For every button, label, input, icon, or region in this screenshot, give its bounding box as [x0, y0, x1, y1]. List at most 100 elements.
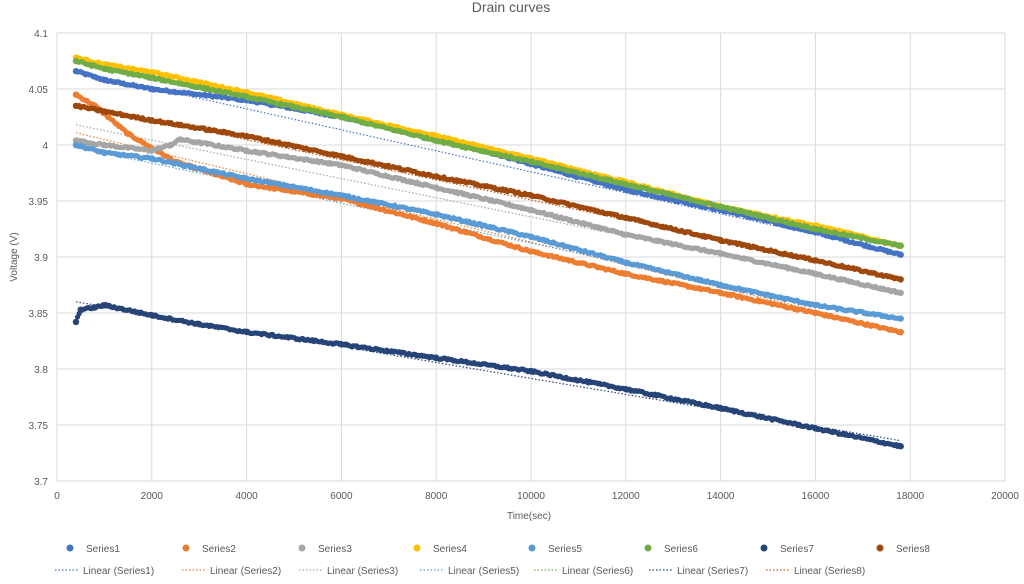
legend-item-series6: Series6	[644, 544, 698, 555]
data-point	[717, 289, 724, 297]
data-point	[338, 192, 345, 199]
legend-item-trendline: Linear (Series7)	[649, 566, 748, 577]
legend-marker	[528, 544, 536, 552]
data-point	[433, 184, 440, 191]
data-point	[72, 318, 80, 326]
legend-label: Series5	[548, 544, 582, 555]
data-point	[167, 141, 174, 149]
data-point	[101, 76, 108, 84]
data-point	[101, 108, 108, 115]
data-point	[243, 147, 250, 154]
data-point	[717, 405, 724, 412]
data-point	[897, 328, 904, 336]
data-point	[717, 281, 724, 289]
data-point	[622, 186, 629, 193]
trendline	[75, 132, 901, 332]
data-point	[897, 276, 904, 283]
legend-label: Linear (Series2)	[210, 566, 281, 577]
legend-item-series7: Series7	[760, 544, 814, 555]
data-point	[897, 443, 904, 450]
data-point	[433, 211, 440, 218]
data-point	[338, 341, 345, 348]
data-point	[124, 130, 132, 137]
x-tick-label: 18000	[896, 491, 924, 502]
data-point	[72, 57, 80, 65]
data-point	[72, 91, 80, 98]
legend-label: Series4	[433, 544, 467, 555]
legend-item-trendline: Linear (Series3)	[299, 566, 398, 577]
legend-item-trendline: Linear (Series5)	[420, 566, 519, 577]
y-tick-label: 4.1	[34, 29, 48, 40]
data-point	[72, 102, 80, 110]
y-tick-label: 3.95	[29, 197, 49, 208]
data-point	[812, 270, 819, 277]
x-tick-label: 14000	[707, 491, 735, 502]
y-tick-label: 3.85	[29, 309, 49, 320]
data-point	[148, 147, 155, 154]
data-point	[196, 321, 203, 328]
y-tick-label: 4.05	[29, 85, 49, 96]
x-tick-labels: 0 2000 4000 6000 8000 10000 12000 14000 16000 180…	[54, 491, 1019, 502]
legend-label: Series7	[780, 544, 814, 555]
data-point	[77, 306, 84, 313]
data-point	[101, 141, 108, 149]
legend-marker	[760, 544, 768, 552]
data-point	[243, 175, 250, 182]
data-point	[433, 137, 440, 144]
series-6	[72, 57, 904, 249]
legend-marker	[182, 544, 190, 552]
legend-label: Series1	[86, 544, 120, 555]
data-point	[897, 315, 904, 322]
data-point	[101, 149, 108, 157]
data-point	[243, 328, 250, 336]
data-point	[433, 354, 440, 361]
data-point	[243, 132, 250, 140]
series-3	[72, 136, 904, 297]
series-7	[72, 301, 904, 450]
data-point	[812, 301, 819, 309]
data-point	[717, 250, 724, 257]
data-point	[148, 74, 155, 82]
y-tick-label: 4	[42, 141, 48, 152]
data-point	[622, 231, 629, 238]
legend-item-series5: Series5	[528, 544, 582, 555]
data-point	[338, 113, 345, 121]
data-point	[622, 270, 629, 277]
data-point	[101, 301, 108, 309]
data-point	[622, 181, 629, 188]
y-tick-label: 3.9	[34, 253, 48, 264]
x-tick-label: 12000	[612, 491, 640, 502]
legend-item-series8: Series8	[876, 544, 930, 555]
series-8	[72, 102, 904, 283]
legend-marker	[413, 544, 421, 552]
legend-label: Linear (Series8)	[794, 566, 865, 577]
legend-item-trendline: Linear (Series6)	[534, 566, 633, 577]
legend-label: Series2	[202, 544, 236, 555]
data-point	[72, 137, 80, 144]
data-point	[897, 242, 904, 249]
x-tick-label: 10000	[517, 491, 545, 502]
legend-label: Series3	[318, 544, 352, 555]
legend-item-series3: Series3	[298, 544, 352, 555]
x-axis-label: Time(sec)	[507, 511, 551, 522]
x-tick-label: 16000	[801, 491, 829, 502]
y-tick-label: 3.75	[29, 421, 49, 432]
data-point	[148, 117, 155, 124]
data-point	[101, 65, 108, 73]
legend-marker	[876, 544, 884, 552]
data-point	[527, 233, 535, 241]
data-point	[527, 368, 535, 375]
data-point	[148, 85, 155, 93]
data-point	[812, 309, 819, 317]
legend-marker	[644, 544, 652, 552]
data-point	[897, 251, 904, 258]
series-5	[72, 141, 904, 322]
data-series	[72, 54, 904, 450]
legend-item-trendline: Linear (Series2)	[182, 566, 281, 577]
legend-label: Linear (Series6)	[562, 566, 633, 577]
data-point	[72, 67, 80, 75]
legend-item-trendline: Linear (Series1)	[55, 566, 154, 577]
data-point	[717, 203, 724, 210]
legend: Series1 Series2 Series3 Series4 Series5 Serie…	[55, 544, 930, 577]
legend-label: Linear (Series1)	[83, 566, 154, 577]
